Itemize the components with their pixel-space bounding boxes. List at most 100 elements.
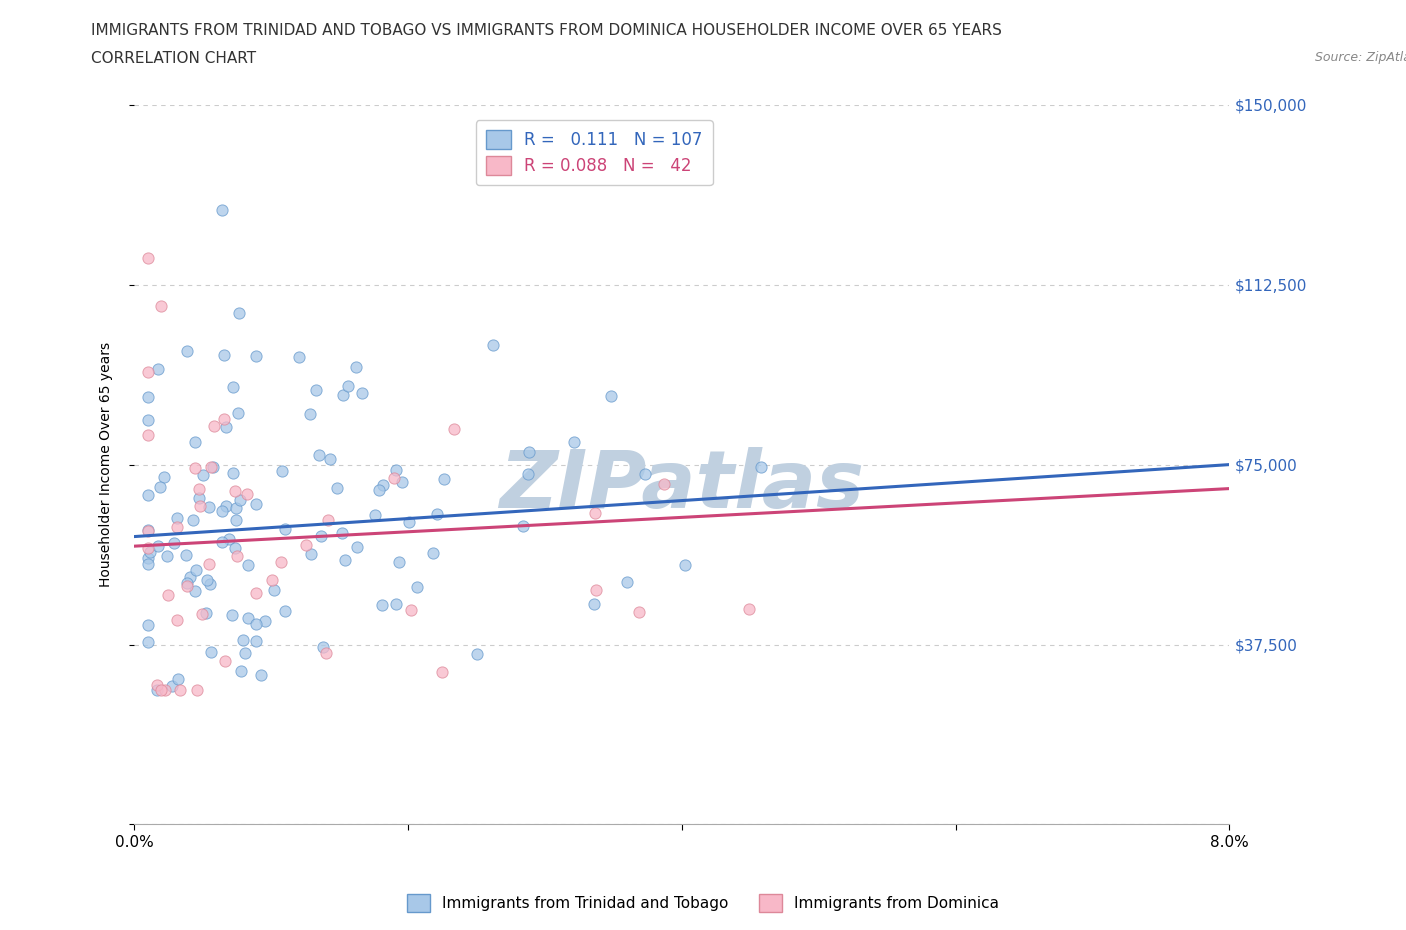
- Point: [406, 579, 429, 594]
- Legend: Immigrants from Trinidad and Tobago, Immigrants from Dominica: Immigrants from Trinidad and Tobago, Imm…: [401, 888, 1005, 918]
- Point: [198, 556, 221, 571]
- Point: [169, 683, 191, 698]
- Point: [634, 467, 657, 482]
- Point: [136, 522, 159, 537]
- Y-axis label: Householder Income Over 65 years: Householder Income Over 65 years: [100, 342, 114, 587]
- Point: [222, 465, 245, 480]
- Point: [214, 654, 236, 669]
- Point: [146, 683, 169, 698]
- Point: [136, 488, 159, 503]
- Point: [673, 557, 696, 572]
- Point: [315, 645, 337, 660]
- Point: [166, 613, 188, 628]
- Point: [225, 549, 247, 564]
- Point: [399, 603, 422, 618]
- Point: [211, 203, 233, 218]
- Point: [150, 299, 173, 313]
- Point: [465, 647, 488, 662]
- Point: [214, 499, 236, 514]
- Point: [346, 539, 368, 554]
- Point: [160, 678, 183, 693]
- Point: [352, 385, 374, 400]
- Point: [316, 512, 339, 527]
- Point: [150, 683, 173, 698]
- Point: [225, 500, 247, 515]
- Point: [201, 459, 224, 474]
- Point: [162, 536, 184, 551]
- Point: [184, 460, 207, 475]
- Point: [260, 572, 283, 587]
- Point: [224, 484, 246, 498]
- Point: [236, 557, 259, 572]
- Point: [330, 525, 353, 540]
- Text: CORRELATION CHART: CORRELATION CHART: [91, 51, 256, 66]
- Point: [326, 481, 349, 496]
- Point: [236, 486, 259, 501]
- Point: [385, 596, 408, 611]
- Point: [194, 605, 217, 620]
- Point: [430, 665, 453, 680]
- Point: [299, 407, 322, 422]
- Point: [184, 563, 207, 578]
- Point: [146, 361, 169, 376]
- Legend: R =   0.111   N = 107, R = 0.088   N =   42: R = 0.111 N = 107, R = 0.088 N = 42: [475, 120, 713, 185]
- Point: [200, 459, 222, 474]
- Point: [229, 492, 252, 507]
- Point: [384, 462, 406, 477]
- Point: [517, 467, 540, 482]
- Point: [273, 604, 295, 618]
- Point: [426, 506, 449, 521]
- Point: [176, 575, 198, 590]
- Point: [738, 601, 761, 616]
- Point: [599, 389, 621, 404]
- Text: IMMIGRANTS FROM TRINIDAD AND TOBAGO VS IMMIGRANTS FROM DOMINICA HOUSEHOLDER INCO: IMMIGRANTS FROM TRINIDAD AND TOBAGO VS I…: [91, 23, 1002, 38]
- Point: [167, 671, 190, 686]
- Point: [388, 554, 411, 569]
- Point: [186, 683, 208, 698]
- Point: [136, 551, 159, 565]
- Point: [245, 585, 267, 600]
- Point: [371, 478, 394, 493]
- Point: [136, 427, 159, 442]
- Point: [308, 448, 330, 463]
- Point: [270, 554, 292, 569]
- Point: [149, 480, 172, 495]
- Point: [238, 611, 260, 626]
- Point: [222, 379, 245, 394]
- Point: [245, 617, 267, 631]
- Point: [214, 347, 236, 362]
- Point: [225, 513, 247, 528]
- Point: [652, 476, 675, 491]
- Point: [174, 547, 197, 562]
- Point: [153, 470, 176, 485]
- Point: [193, 468, 215, 483]
- Point: [136, 412, 159, 427]
- Point: [187, 490, 209, 505]
- Point: [146, 678, 169, 693]
- Point: [202, 418, 225, 433]
- Point: [153, 683, 176, 698]
- Point: [136, 540, 159, 555]
- Point: [288, 349, 311, 364]
- Point: [512, 519, 534, 534]
- Point: [363, 508, 385, 523]
- Point: [332, 387, 354, 402]
- Point: [215, 420, 238, 435]
- Point: [628, 604, 651, 619]
- Point: [156, 549, 179, 564]
- Point: [422, 546, 444, 561]
- Point: [245, 634, 267, 649]
- Point: [337, 379, 360, 393]
- Point: [250, 668, 273, 683]
- Point: [200, 644, 222, 659]
- Point: [218, 531, 240, 546]
- Point: [179, 569, 201, 584]
- Point: [136, 557, 159, 572]
- Point: [443, 421, 465, 436]
- Point: [136, 618, 159, 632]
- Point: [585, 506, 607, 521]
- Point: [136, 634, 159, 649]
- Point: [188, 482, 211, 497]
- Point: [181, 513, 204, 528]
- Point: [224, 540, 246, 555]
